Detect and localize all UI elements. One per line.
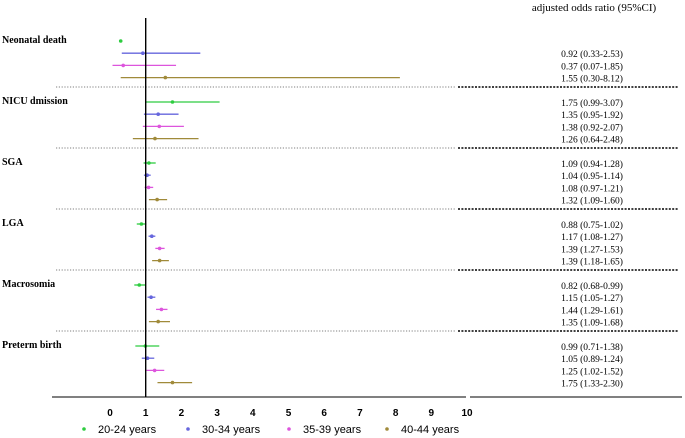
legend-label: 35-39 years xyxy=(303,424,362,436)
estimate-text: 1.08 (0.97-1.21) xyxy=(561,183,623,194)
legend-marker xyxy=(82,427,86,431)
x-tick-label: 2 xyxy=(179,408,185,419)
x-tick-label: 0 xyxy=(107,408,113,419)
point-estimate xyxy=(141,51,145,55)
group-labels: Neonatal death NICU dmission SGA LGA Macroso… xyxy=(2,35,68,351)
estimate-text: 0.92 (0.33-2.53) xyxy=(561,49,623,60)
estimate-text: 1.35 (1.09-1.68) xyxy=(561,318,623,329)
x-tick-label: 9 xyxy=(429,408,435,419)
x-tick-label: 8 xyxy=(393,408,399,419)
x-axis: 0 1 2 3 4 5 6 7 8 9 10 xyxy=(52,396,682,419)
legend-marker xyxy=(385,427,389,431)
point-estimate xyxy=(118,39,123,43)
point-estimate xyxy=(156,112,160,116)
point-estimate xyxy=(157,246,162,251)
estimate-text: 1.55 (0.30-8.12) xyxy=(561,74,623,85)
point-estimate xyxy=(149,234,154,238)
legend-label: 40-44 years xyxy=(401,424,460,436)
legend-label: 30-34 years xyxy=(202,424,261,436)
estimate-text: 1.38 (0.92-2.07) xyxy=(561,122,623,133)
point-estimate xyxy=(137,283,142,287)
point-estimate xyxy=(155,197,159,202)
estimate-text: 1.75 (0.99-3.07) xyxy=(561,98,623,109)
estimate-text: 1.35 (0.95-1.92) xyxy=(561,110,623,121)
group-label: Neonatal death xyxy=(2,35,67,46)
x-tick-label: 7 xyxy=(357,408,363,419)
point-estimate xyxy=(159,307,164,312)
legend-marker xyxy=(287,427,291,431)
estimate-text: 1.17 (1.08-1.27) xyxy=(561,232,623,243)
group-label: LGA xyxy=(2,218,24,229)
header-right: adjusted odds ratio (95%CI) xyxy=(532,2,657,14)
group-label: NICU dmission xyxy=(2,96,68,107)
estimate-text: 1.44 (1.29-1.61) xyxy=(561,305,623,316)
point-estimate xyxy=(170,100,175,104)
point-estimate xyxy=(149,295,153,300)
group-label: Preterm birth xyxy=(2,340,62,351)
estimate-text: 0.88 (0.75-1.02) xyxy=(561,220,623,231)
x-tick-label: 6 xyxy=(321,408,327,419)
estimate-text: 1.09 (0.94-1.28) xyxy=(561,159,623,170)
estimate-texts: 0.92 (0.33-2.53)0.37 (0.07-1.85) 1.55 (0.… xyxy=(561,49,623,389)
x-tick-label: 1 xyxy=(143,408,149,419)
x-tick-label: 3 xyxy=(214,408,220,419)
point-estimate xyxy=(170,380,175,385)
estimate-text: 1.39 (1.27-1.53) xyxy=(561,244,623,255)
legend-marker xyxy=(186,427,190,431)
point-estimate xyxy=(146,185,151,190)
x-tick-label: 4 xyxy=(250,408,256,419)
point-estimate xyxy=(147,161,151,165)
estimate-text: 1.26 (0.64-2.48) xyxy=(561,135,623,146)
point-estimate xyxy=(145,356,150,361)
point-estimate xyxy=(156,319,160,324)
estimate-text: 1.05 (0.89-1.24) xyxy=(561,354,623,365)
point-estimate xyxy=(139,222,144,226)
confidence-intervals xyxy=(112,39,400,385)
estimate-text: 1.04 (0.95-1.14) xyxy=(561,171,623,182)
estimate-text: 1.25 (1.02-1.52) xyxy=(561,366,623,377)
point-estimate xyxy=(152,368,157,373)
legend: 20-24 years 30-34 years 35-39 years 40-44 y… xyxy=(82,424,460,436)
estimate-text: 1.39 (1.18-1.65) xyxy=(561,257,623,268)
point-estimate xyxy=(153,136,157,141)
estimate-text: 1.15 (1.05-1.27) xyxy=(561,293,623,304)
point-estimate xyxy=(157,258,162,263)
point-estimate xyxy=(121,63,126,68)
x-tick-label: 5 xyxy=(286,408,292,419)
group-label: SGA xyxy=(2,157,23,168)
group-separators xyxy=(56,86,678,332)
x-tick-label: 10 xyxy=(461,408,473,419)
point-estimate xyxy=(163,75,168,80)
estimate-text: 0.82 (0.68-0.99) xyxy=(561,281,623,292)
estimate-text: 0.37 (0.07-1.85) xyxy=(561,61,623,72)
estimate-text: 1.75 (1.33-2.30) xyxy=(561,379,623,390)
point-estimate xyxy=(157,124,162,129)
legend-label: 20-24 years xyxy=(98,424,157,436)
estimate-text: 0.99 (0.71-1.38) xyxy=(561,342,623,353)
group-label: Macrosomia xyxy=(2,279,55,290)
estimate-text: 1.32 (1.09-1.60) xyxy=(561,196,623,207)
